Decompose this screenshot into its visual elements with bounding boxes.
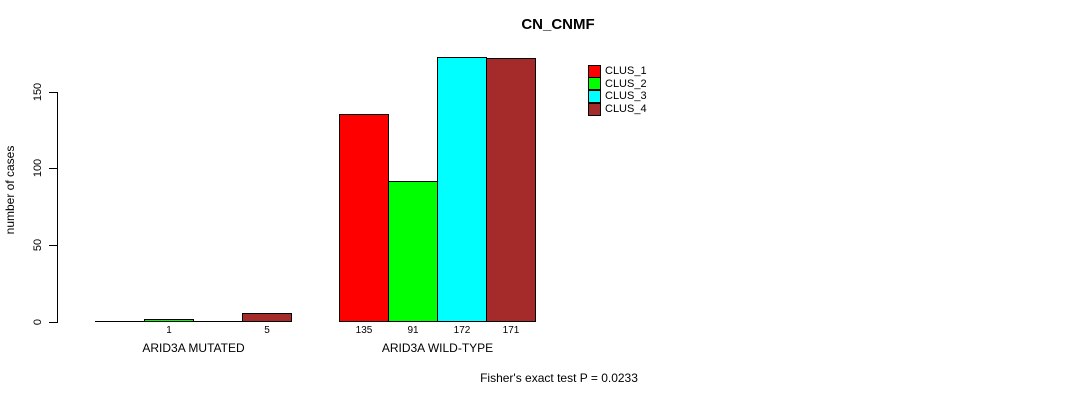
legend-swatch-CLUS_2 [588,77,601,91]
y-tick-label: 50 [32,238,44,252]
y-tick-mark [49,168,57,169]
bar-CLUS_3 [437,57,487,322]
y-tick-label: 0 [32,318,44,326]
legend-row-CLUS_2: CLUS_2 [588,77,647,91]
legend-row-CLUS_4: CLUS_4 [588,102,647,116]
legend-label: CLUS_1 [605,65,647,78]
y-tick-label: 100 [32,158,44,178]
bar-value-label: 91 [407,325,419,336]
bar-value-label: 135 [355,325,373,336]
bar-CLUS_4 [486,58,536,322]
legend-label: CLUS_2 [605,77,647,90]
legend: CLUS_1 CLUS_2 CLUS_3 CLUS_4 [588,64,647,116]
bar-value-label: 1 [166,325,172,336]
bar-CLUS_4 [242,313,292,322]
y-tick-mark [49,322,57,323]
bar-CLUS_2 [388,181,438,322]
fisher-test-annotation: Fisher's exact test P = 0.0233 [480,371,638,385]
y-tick-label: 150 [32,82,44,102]
legend-swatch-CLUS_4 [588,102,601,116]
legend-swatch-CLUS_3 [588,89,601,103]
bar-CLUS_2 [144,319,194,322]
legend-swatch-CLUS_1 [588,64,601,78]
bar-CLUS_1 [339,114,389,322]
y-tick-mark [49,245,57,246]
legend-label: CLUS_4 [605,103,647,116]
legend-label: CLUS_3 [605,90,647,103]
y-tick-mark [49,92,57,93]
x-category-label: ARID3A MUTATED [142,341,245,355]
chart-title: CN_CNMF [521,16,595,33]
bar-value-label: 171 [502,325,520,336]
legend-row-CLUS_3: CLUS_3 [588,89,647,103]
bar-value-label: 172 [453,325,471,336]
x-category-label: ARID3A WILD-TYPE [381,341,494,355]
bar-value-label: 5 [264,325,270,336]
y-axis-line [57,92,58,323]
legend-row-CLUS_1: CLUS_1 [588,64,647,78]
